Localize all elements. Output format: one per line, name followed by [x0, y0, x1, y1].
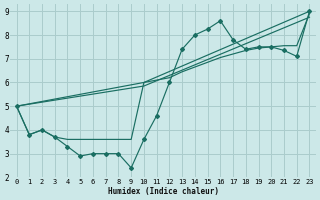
X-axis label: Humidex (Indice chaleur): Humidex (Indice chaleur) — [108, 187, 219, 196]
